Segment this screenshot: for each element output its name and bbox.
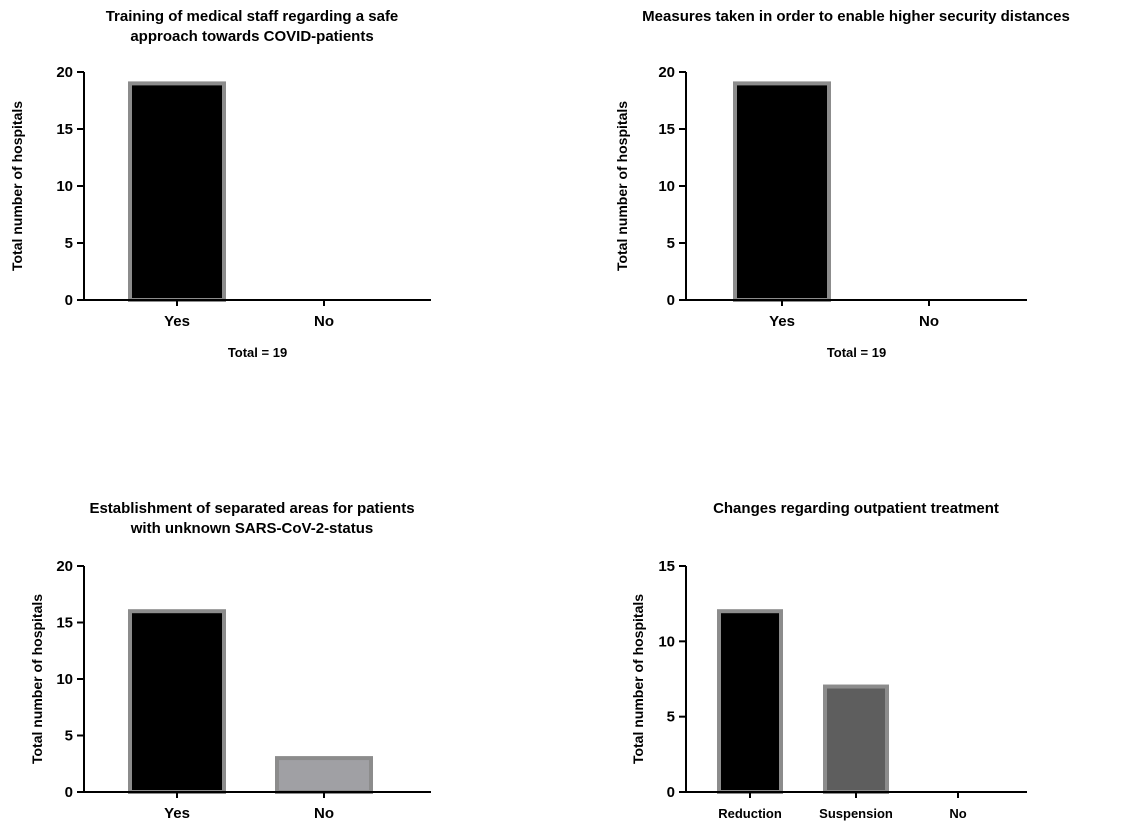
y-tick-label: 10: [56, 178, 73, 195]
y-tick-label: 5: [667, 235, 675, 252]
chart-title: with unknown SARS-CoV-2-status: [130, 520, 374, 537]
chart-title: Changes regarding outpatient treatment: [713, 500, 999, 517]
y-tick-label: 0: [65, 292, 73, 309]
x-tick-label: Yes: [164, 805, 190, 822]
bar-yes: [128, 609, 226, 795]
x-tick-label: Yes: [164, 313, 190, 330]
y-tick-label: 10: [56, 671, 73, 688]
x-tick-label: No: [919, 313, 939, 330]
y-tick-label: 20: [658, 64, 675, 81]
y-tick-label: 10: [658, 633, 675, 650]
chart-panel-4: Changes regarding outpatient treatment To…: [630, 500, 1027, 821]
chart-panel-2: Measures taken in order to enable higher…: [614, 8, 1070, 360]
bar-no: [275, 756, 373, 794]
chart-title: Training of medical staff regarding a sa…: [106, 8, 399, 25]
y-tick-label: 0: [65, 784, 73, 801]
x-tick-label: Suspension: [819, 806, 893, 821]
y-tick-label: 20: [56, 64, 73, 81]
chart-title: approach towards COVID-patients: [130, 28, 373, 45]
y-tick-label: 15: [56, 615, 73, 632]
x-tick-label: No: [314, 805, 334, 822]
x-tick-label: No: [314, 313, 334, 330]
y-tick-label: 15: [658, 558, 675, 575]
y-tick-label: 5: [65, 728, 73, 745]
y-tick-label: 20: [56, 558, 73, 575]
y-axis-label: Total number of hospitals: [29, 594, 45, 764]
y-tick-label: 0: [667, 292, 675, 309]
chart-panel-1: Training of medical staff regarding a sa…: [9, 8, 431, 360]
bar-suspension: [823, 684, 889, 794]
y-tick-label: 5: [65, 235, 73, 252]
y-tick-label: 0: [667, 784, 675, 801]
bar-yes: [733, 81, 831, 303]
x-tick-label: No: [949, 806, 966, 821]
y-tick-label: 15: [56, 121, 73, 138]
chart-title: Measures taken in order to enable higher…: [642, 8, 1070, 25]
y-tick-label: 5: [667, 709, 675, 726]
x-axis-label: Total = 19: [827, 345, 886, 360]
y-tick-label: 15: [658, 121, 675, 138]
bar-yes: [128, 81, 226, 303]
bar-reduction: [717, 609, 783, 795]
y-axis-label: Total number of hospitals: [614, 101, 630, 271]
chart-panel-3: Establishment of separated areas for pat…: [29, 500, 431, 822]
y-axis-label: Total number of hospitals: [630, 594, 646, 764]
x-tick-label: Reduction: [718, 806, 782, 821]
x-tick-label: Yes: [769, 313, 795, 330]
y-axis-label: Total number of hospitals: [9, 101, 25, 271]
x-axis-label: Total = 19: [228, 345, 287, 360]
chart-title: Establishment of separated areas for pat…: [89, 500, 414, 517]
y-tick-label: 10: [658, 178, 675, 195]
